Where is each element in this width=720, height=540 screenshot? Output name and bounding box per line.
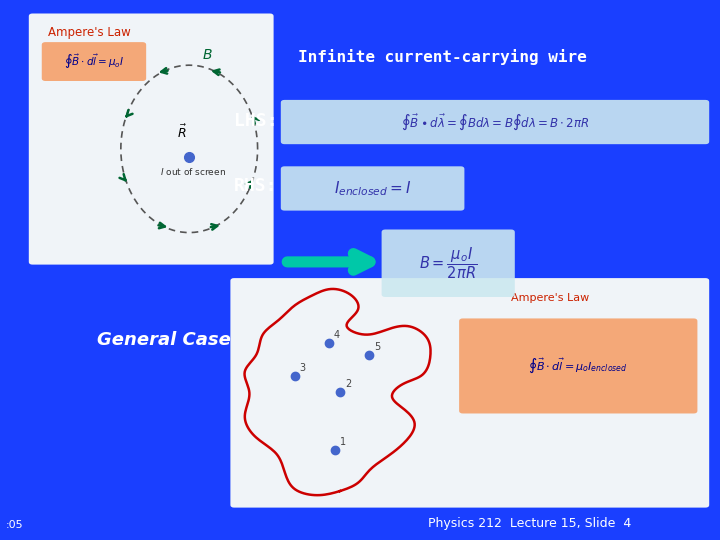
Text: General Case: General Case [97, 331, 231, 349]
Text: $\oint \vec{B} \bullet d\vec{\lambda} = \oint Bd\lambda = B\oint d\lambda = B \c: $\oint \vec{B} \bullet d\vec{\lambda} = … [401, 112, 589, 132]
Text: 5: 5 [374, 342, 381, 352]
Text: RHS:: RHS: [234, 177, 277, 195]
FancyBboxPatch shape [459, 319, 698, 414]
Text: $I$ out of screen: $I$ out of screen [160, 166, 226, 177]
Text: 3: 3 [300, 363, 306, 373]
FancyBboxPatch shape [281, 100, 709, 144]
Text: :05: :05 [6, 520, 23, 530]
FancyBboxPatch shape [281, 166, 464, 211]
Text: 2: 2 [345, 380, 351, 389]
Text: $\oint \vec{B} \cdot d\vec{l} = \mu_o I$: $\oint \vec{B} \cdot d\vec{l} = \mu_o I$ [64, 52, 124, 71]
Text: Infinite current-carrying wire: Infinite current-carrying wire [298, 49, 588, 65]
FancyBboxPatch shape [42, 42, 146, 81]
FancyBboxPatch shape [382, 230, 515, 297]
Text: Physics 212  Lecture 15, Slide  4: Physics 212 Lecture 15, Slide 4 [428, 517, 631, 530]
Text: $\oint \vec{B} \cdot d\vec{l} = \mu_o I_{enclosed}$: $\oint \vec{B} \cdot d\vec{l} = \mu_o I_… [528, 357, 628, 375]
Text: $B$: $B$ [202, 49, 212, 63]
Text: LHS:: LHS: [234, 112, 277, 131]
Text: Ampere's Law: Ampere's Law [48, 26, 131, 39]
Text: $\vec{R}$: $\vec{R}$ [177, 124, 187, 141]
FancyBboxPatch shape [230, 278, 709, 508]
Text: $I_{enclosed} = I$: $I_{enclosed} = I$ [334, 179, 411, 198]
Text: 4: 4 [333, 330, 340, 340]
Text: Ampere's Law: Ampere's Law [511, 293, 589, 303]
Text: 1: 1 [341, 437, 346, 447]
Text: $B = \dfrac{\mu_o I}{2\pi R}$: $B = \dfrac{\mu_o I}{2\pi R}$ [419, 246, 477, 281]
FancyBboxPatch shape [29, 14, 274, 265]
